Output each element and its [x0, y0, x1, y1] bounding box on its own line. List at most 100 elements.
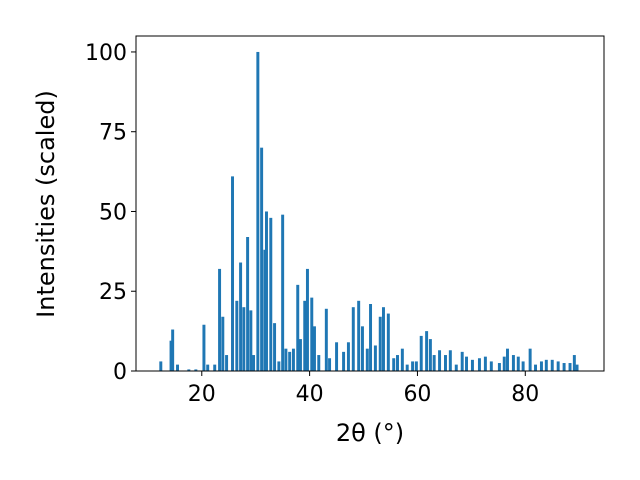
bar	[575, 364, 579, 371]
bar	[249, 310, 253, 371]
y-tick-label: 0	[113, 360, 127, 385]
bar	[444, 355, 447, 371]
bar	[187, 369, 191, 371]
bar	[381, 307, 385, 371]
y-tick-label: 25	[99, 280, 127, 305]
bar	[539, 361, 543, 371]
bar	[562, 363, 566, 371]
x-tick-label: 20	[188, 382, 216, 407]
bar	[465, 356, 468, 371]
bar	[298, 339, 302, 371]
bar	[369, 304, 373, 371]
bar	[405, 364, 409, 371]
bar	[497, 363, 501, 371]
bar	[273, 323, 277, 371]
bar	[252, 355, 256, 371]
bar	[225, 355, 229, 371]
bar	[425, 331, 429, 371]
bar	[264, 211, 268, 371]
bar	[206, 364, 210, 371]
bar	[528, 348, 532, 371]
bar	[231, 176, 234, 371]
bar	[544, 359, 548, 371]
bar	[414, 361, 418, 371]
bar	[281, 214, 285, 371]
bar	[317, 355, 321, 371]
bar	[386, 313, 390, 371]
bar	[357, 300, 361, 371]
bar	[342, 351, 346, 371]
bar	[291, 348, 295, 371]
bar	[284, 348, 288, 371]
bar	[506, 348, 509, 371]
bar	[483, 356, 487, 371]
plot-frame	[135, 35, 605, 372]
bar	[312, 326, 316, 371]
x-tick-label: 60	[403, 382, 431, 407]
bar	[324, 308, 328, 371]
bar	[419, 335, 423, 371]
bar	[360, 326, 364, 371]
bar	[489, 361, 493, 371]
bar	[470, 359, 474, 371]
bar	[378, 316, 382, 371]
bar	[534, 364, 538, 371]
bar	[511, 355, 515, 371]
bar	[277, 361, 281, 371]
y-tick-label: 50	[99, 200, 127, 225]
bar	[454, 364, 458, 371]
bar	[335, 342, 339, 371]
bar	[310, 297, 314, 371]
bar	[396, 355, 399, 371]
bar	[460, 351, 464, 371]
bar	[239, 262, 243, 371]
bar	[221, 316, 225, 371]
y-axis-label: Intensities (scaled)	[32, 90, 60, 318]
y-tick-label: 75	[99, 121, 127, 146]
bar	[411, 361, 415, 371]
x-tick-label: 80	[511, 382, 539, 407]
bar	[373, 345, 377, 371]
bar	[550, 359, 554, 371]
bar	[328, 358, 332, 371]
bar	[516, 356, 520, 371]
x-tick-label: 40	[296, 382, 324, 407]
bar	[235, 300, 239, 371]
bar	[246, 237, 250, 371]
bar	[392, 358, 396, 371]
bar	[218, 268, 222, 371]
bar	[256, 51, 260, 371]
bar	[346, 342, 350, 371]
bar	[159, 361, 163, 371]
bar	[242, 307, 246, 371]
y-tick-label: 100	[85, 41, 127, 66]
bar	[305, 268, 309, 371]
bar	[288, 351, 292, 371]
bar	[572, 355, 576, 371]
bar	[432, 355, 436, 371]
bar	[477, 358, 481, 371]
bar	[194, 369, 198, 371]
bar	[176, 364, 179, 371]
bar	[428, 339, 432, 371]
bar	[448, 350, 452, 371]
bar	[303, 300, 307, 371]
bar	[568, 363, 572, 371]
bar	[260, 147, 264, 371]
bar	[296, 284, 300, 371]
x-axis-label: 2θ (°)	[336, 419, 404, 447]
bar	[171, 329, 175, 371]
bar	[169, 340, 173, 371]
bar	[263, 249, 267, 371]
bar	[502, 356, 506, 371]
bar	[365, 348, 369, 371]
bar	[556, 361, 560, 371]
bar	[213, 364, 217, 371]
bar	[202, 324, 206, 371]
bar	[351, 307, 355, 371]
bar	[269, 217, 273, 371]
bar	[400, 348, 404, 371]
bar	[521, 361, 525, 371]
bar	[438, 350, 442, 371]
